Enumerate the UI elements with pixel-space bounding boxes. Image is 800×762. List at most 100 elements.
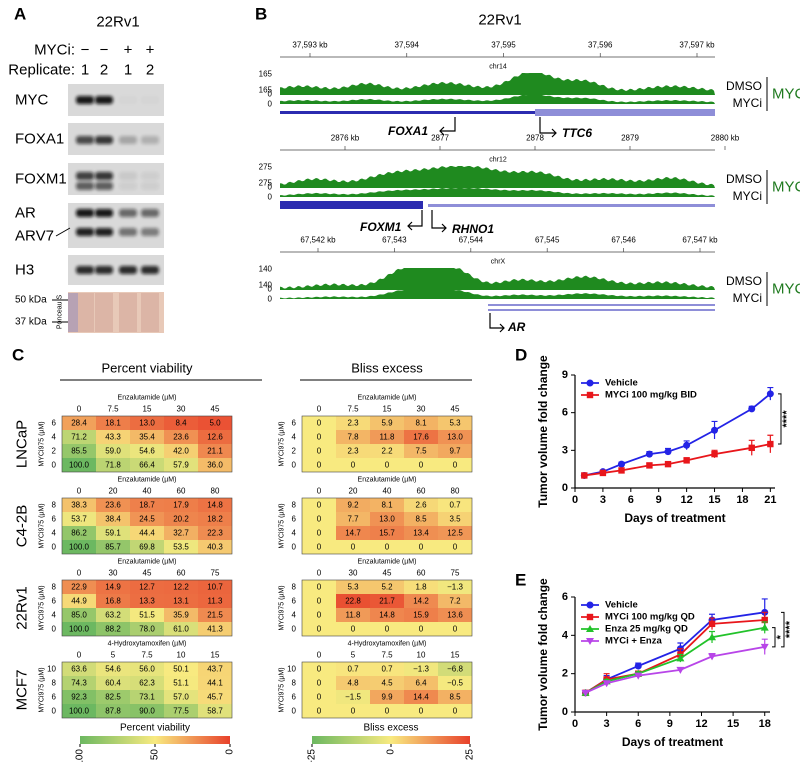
cell-value: 23.6 <box>173 433 189 442</box>
coordinate-label: 37,596 <box>588 41 613 50</box>
cell-value: 1.8 <box>415 583 427 592</box>
condition: MYCi <box>733 96 762 110</box>
colorbar <box>312 736 470 744</box>
cell-value: 8.5 <box>415 515 427 524</box>
band <box>119 209 137 217</box>
cell-value: 88.2 <box>105 625 121 634</box>
row-label: 4 <box>292 529 297 538</box>
scale-label: 0 <box>268 285 273 294</box>
heatmap-cell <box>164 676 198 690</box>
series-line <box>585 619 765 694</box>
cell-value: 45.7 <box>207 693 223 702</box>
cell-value: 0 <box>317 625 322 634</box>
y-tick-label: 2 <box>562 668 568 680</box>
data-point <box>664 448 672 456</box>
heatmap-cell <box>336 526 370 540</box>
band <box>76 266 94 274</box>
chromosome: chr12 <box>489 157 507 164</box>
heatmap-cell <box>130 444 164 458</box>
cell-value: 0 <box>317 583 322 592</box>
cell-value: 63.2 <box>105 611 121 620</box>
data-point <box>708 620 716 628</box>
column-label: 10 <box>417 651 426 660</box>
x-axis-label: Days of treatment <box>624 511 725 525</box>
cell-value: 43.3 <box>105 433 121 442</box>
cell-value: 10.7 <box>207 583 223 592</box>
x-tick-label: 15 <box>708 494 720 506</box>
cell-value: 7.8 <box>347 433 359 442</box>
heatmap-cell <box>302 430 336 444</box>
colorbar-tick-label: 25 <box>465 749 476 761</box>
cell-value: 13.0 <box>379 515 395 524</box>
column-label: 20 <box>109 487 118 496</box>
cell-value: 0 <box>453 707 458 716</box>
heatmap-cell <box>62 662 96 676</box>
data-point <box>748 405 756 413</box>
data-point <box>676 666 685 674</box>
heatmap-cell <box>404 594 438 608</box>
heatmap-cell <box>302 690 336 704</box>
y-tick-label: 6 <box>562 591 568 603</box>
colorbar-tick-label: −25 <box>307 749 318 762</box>
heatmap-cell <box>370 512 404 526</box>
data-point <box>760 623 769 631</box>
y-tick-label: 4 <box>562 629 569 641</box>
band <box>119 172 137 180</box>
row-axis-label: MYCi975 (µM) <box>279 667 286 712</box>
cell-value: 11.8 <box>380 433 396 442</box>
x-tick-label: 6 <box>628 494 634 506</box>
scale-label: 0 <box>268 183 273 192</box>
coverage-myci <box>280 290 715 299</box>
coverage-myci <box>280 188 715 197</box>
cell-value: 44.1 <box>207 679 223 688</box>
data-point <box>634 662 642 670</box>
cell-value: 18.2 <box>207 515 223 524</box>
data-point <box>599 469 607 477</box>
condition: MYCi <box>733 189 762 203</box>
heatmap-cell <box>96 662 130 676</box>
heatmap-cell <box>96 416 130 430</box>
tss-arrow <box>431 210 447 233</box>
column-label: 30 <box>417 405 426 414</box>
cell-value: 71.8 <box>105 461 121 470</box>
x-tick-label: 12 <box>695 718 707 730</box>
coordinate-label: 67,543 <box>382 236 407 245</box>
cell-value: 56.0 <box>139 665 155 674</box>
heatmap-cell <box>96 526 130 540</box>
heatmap-cell <box>96 430 130 444</box>
heatmap-cell <box>370 690 404 704</box>
cell-value: 14.2 <box>413 597 429 606</box>
row-label: 4 <box>52 611 57 620</box>
significance-bracket <box>781 611 785 648</box>
cell-value: 0 <box>385 707 390 716</box>
column-label: 7.5 <box>381 651 393 660</box>
cell-value: 0.7 <box>381 665 393 674</box>
heatmap-cell <box>164 540 198 554</box>
gene-body <box>280 201 423 209</box>
row-label: 0 <box>52 707 57 716</box>
band <box>76 172 94 180</box>
y-tick-label: 3 <box>562 444 568 456</box>
cell-value: −1.3 <box>413 665 429 674</box>
legend-label: MYCi 100 mg/kg BID <box>605 390 697 401</box>
cell-value: 0 <box>317 529 322 538</box>
cell-value: 0 <box>317 543 322 552</box>
heatmap-cell <box>404 498 438 512</box>
blot-label: MYC <box>15 92 49 109</box>
data-point <box>766 390 774 398</box>
cell-value: 12.7 <box>139 583 155 592</box>
heatmap-cell <box>130 540 164 554</box>
heatmap-cell <box>438 704 472 718</box>
drug-label: Enzalutamide (µM) <box>118 559 177 566</box>
heatmap-cell <box>164 430 198 444</box>
condition: DMSO <box>726 79 762 93</box>
data-point <box>602 680 611 688</box>
row-label: 10 <box>47 665 56 674</box>
column-label: 45 <box>451 405 460 414</box>
row-label: 6 <box>52 693 57 702</box>
column-label: 45 <box>383 569 392 578</box>
panel-label: B <box>255 5 267 24</box>
heatmap-cell <box>62 580 96 594</box>
heatmap-cell <box>62 512 96 526</box>
